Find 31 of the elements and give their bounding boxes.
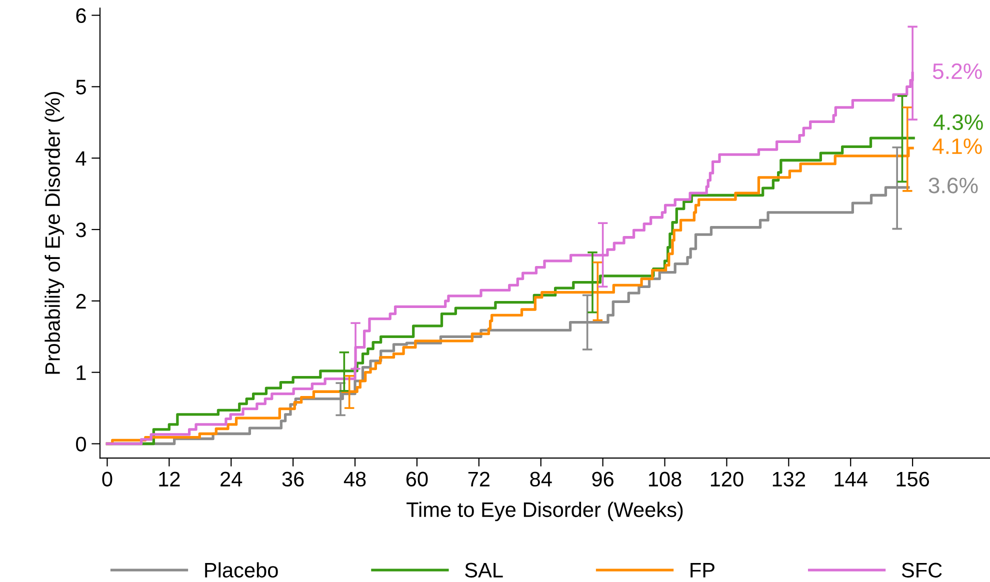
x-tick-label: 60 xyxy=(406,472,428,487)
y-tick-label: 6 xyxy=(76,8,86,24)
x-tick-label: 12 xyxy=(159,472,180,486)
y-axis-title: Probability of Eye Disorder (%) xyxy=(44,92,64,374)
legend-label: SAL xyxy=(465,562,503,578)
y-tick-label: 2 xyxy=(76,294,86,308)
legend-label: Placebo xyxy=(205,562,278,578)
y-tick-label: 5 xyxy=(76,80,86,94)
x-tick-label: 156 xyxy=(896,472,930,487)
x-tick-label: 0 xyxy=(102,472,112,487)
legend-label: SFC xyxy=(902,562,942,578)
y-tick-label: 0 xyxy=(76,436,86,452)
x-tick-label: 72 xyxy=(468,472,490,486)
x-tick-label: 48 xyxy=(344,472,366,487)
data-label: 3.6% xyxy=(928,178,978,194)
data-label: 5.2% xyxy=(932,63,982,80)
legend-label: FP xyxy=(690,563,714,578)
x-axis-title: Time to Eye Disorder (Weeks) xyxy=(406,502,683,522)
x-tick-label: 144 xyxy=(834,472,868,486)
x-tick-label: 132 xyxy=(772,472,805,487)
x-tick-label: 24 xyxy=(220,472,242,486)
x-tick-label: 120 xyxy=(710,472,744,487)
y-tick-label: 1 xyxy=(76,366,86,380)
data-label: 4.1% xyxy=(932,138,982,154)
y-tick-label: 4 xyxy=(76,151,86,166)
x-tick-label: 108 xyxy=(648,472,682,487)
data-label: 4.3% xyxy=(934,114,983,130)
x-tick-label: 84 xyxy=(530,472,552,487)
x-tick-label: 96 xyxy=(592,472,614,487)
y-tick-label: 3 xyxy=(76,222,86,238)
x-tick-label: 36 xyxy=(282,472,304,487)
